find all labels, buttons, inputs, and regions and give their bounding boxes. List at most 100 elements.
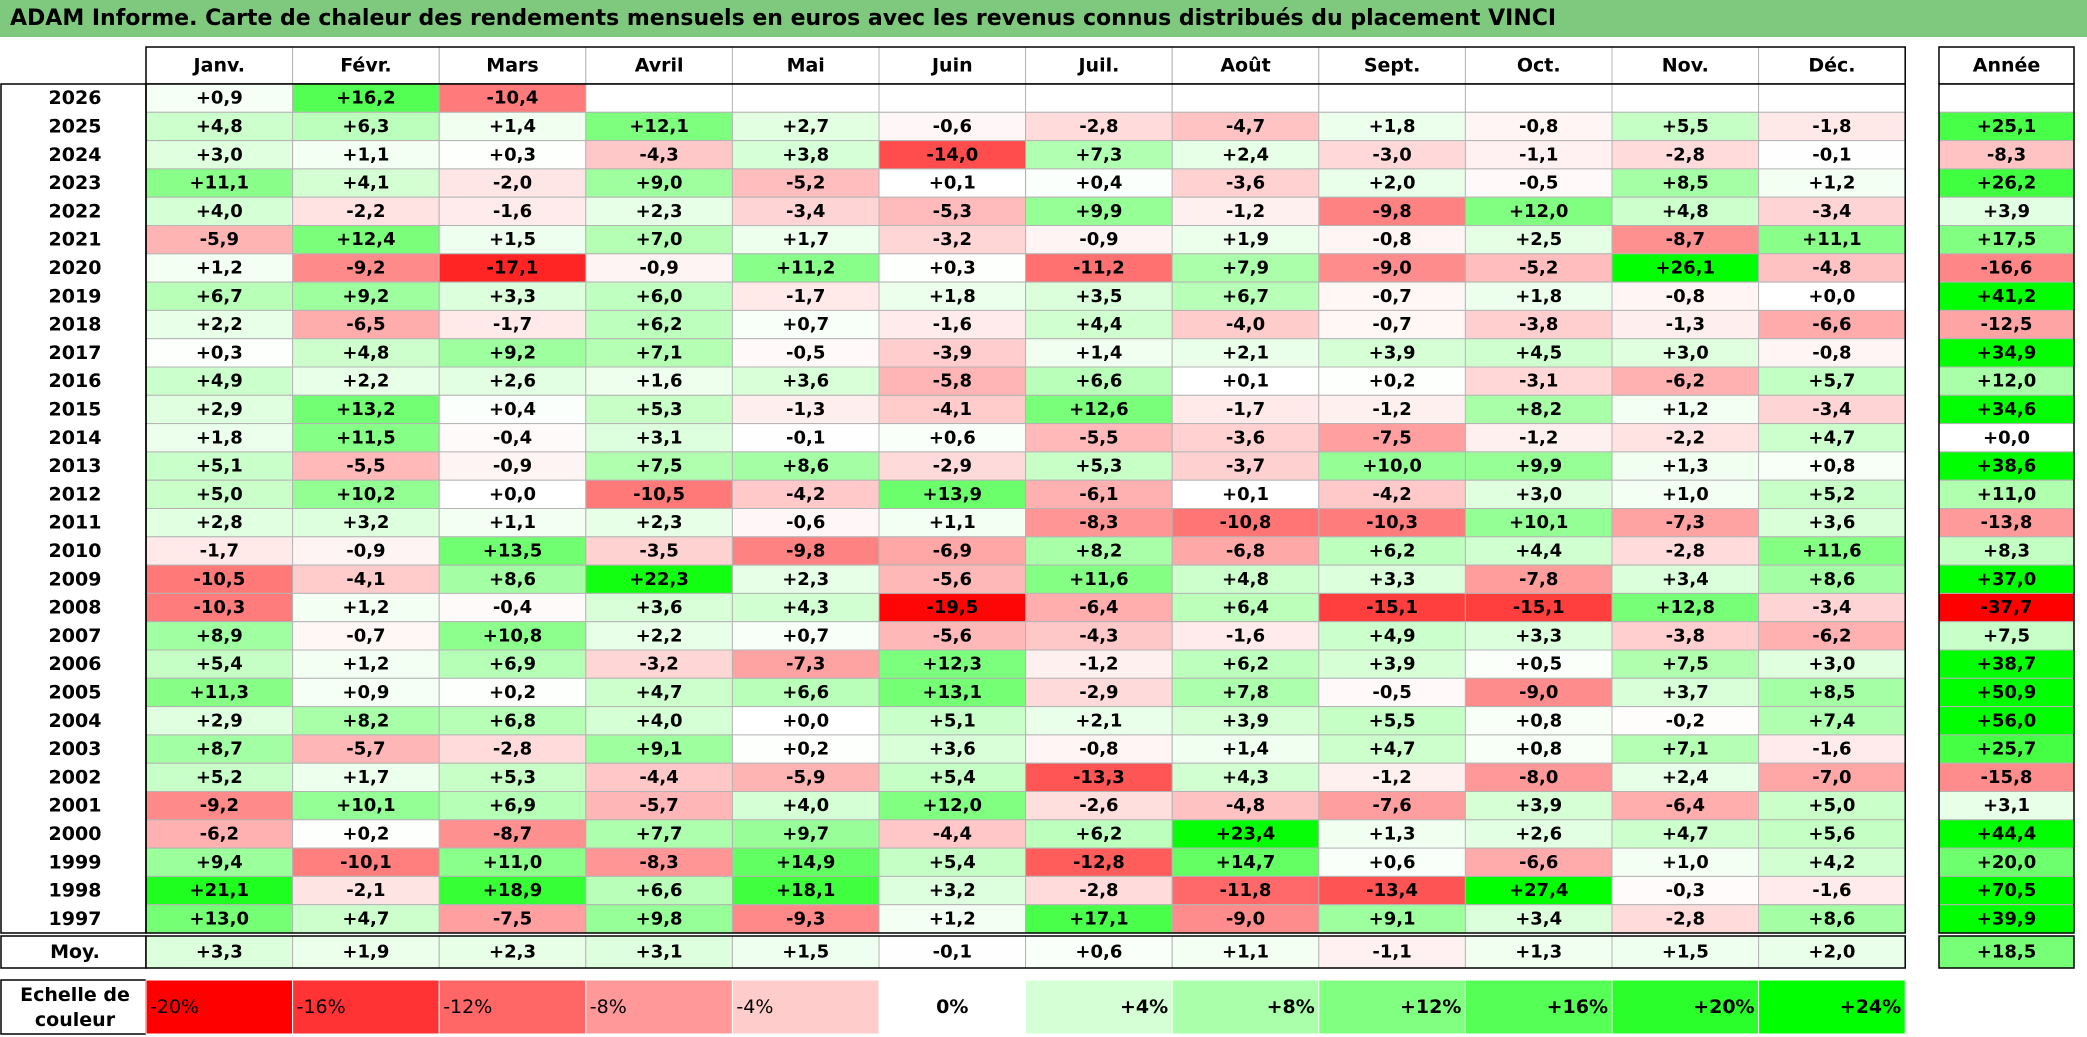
cell-value: -0,7	[1372, 286, 1411, 307]
heatmap-cell	[585, 479, 733, 510]
heatmap-cell	[1758, 875, 1906, 906]
cell-value: +13,5	[483, 540, 543, 561]
cell-value: +1,1	[342, 144, 389, 165]
month-header: Juin	[930, 55, 973, 77]
cell-value: -0,9	[1079, 229, 1118, 250]
cell-value: +23,4	[1216, 823, 1276, 844]
cell-value: +6,7	[1222, 286, 1269, 307]
cell-value: -2,8	[1666, 144, 1705, 165]
annual-value: +38,7	[1977, 654, 2037, 675]
heatmap-cell	[878, 847, 1027, 877]
heatmap-cell	[1464, 734, 1613, 764]
cell-value: +9,1	[1369, 908, 1416, 929]
cell-value: +10,1	[336, 795, 396, 816]
cell-value: -0,8	[1372, 229, 1411, 250]
heatmap-cell	[1758, 621, 1906, 651]
cell-value: +1,3	[1369, 823, 1416, 844]
heatmap-cell	[1171, 423, 1320, 453]
heatmap-cell	[1025, 423, 1173, 453]
heatmap-cell	[1171, 706, 1320, 736]
year-label: 2012	[49, 483, 102, 505]
heatmap-cell	[1318, 225, 1466, 255]
heatmap-cell	[878, 423, 1027, 453]
cell-value: +5,1	[929, 710, 976, 731]
scale-swatch	[878, 979, 1027, 1035]
heatmap-cell	[1025, 677, 1173, 708]
cell-value: +3,9	[1515, 795, 1562, 816]
heatmap-cell	[1171, 168, 1320, 198]
heatmap-cell	[1758, 83, 1906, 113]
cell-value: +13,0	[190, 908, 250, 929]
heatmap-cell	[145, 111, 294, 142]
cell-value: +3,7	[1662, 682, 1709, 703]
annual-cell	[1938, 621, 2075, 651]
cell-value: +6,6	[1075, 371, 1122, 392]
cell-value: -3,9	[933, 342, 972, 363]
cell-value: +0,2	[489, 682, 536, 703]
cell-value: +3,3	[1515, 625, 1562, 646]
cell-value: +2,9	[196, 399, 243, 420]
heatmap-cell	[438, 168, 587, 198]
heatmap-cell	[1611, 649, 1760, 679]
heatmap-cell	[438, 366, 587, 396]
heatmap-cell	[1464, 508, 1613, 538]
cell-value: -5,7	[346, 739, 385, 760]
cell-value: -3,6	[1226, 173, 1265, 194]
heatmap-cell	[585, 225, 733, 255]
annual-value: +26,2	[1977, 173, 2037, 194]
cell-value: +5,7	[1808, 371, 1855, 392]
cell-value: -2,2	[346, 201, 385, 222]
heatmap-cell	[1318, 791, 1466, 821]
cell-value: -3,8	[1519, 314, 1558, 335]
year-label: 2000	[49, 823, 102, 845]
cell-value: +16,2	[336, 88, 396, 109]
average-value: +3,3	[196, 942, 243, 963]
annual-cell	[1938, 309, 2075, 340]
annual-value: +12,0	[1977, 371, 2037, 392]
cell-value: -0,3	[1666, 880, 1705, 901]
year-label: 2014	[49, 427, 102, 449]
cell-value: +4,7	[636, 682, 683, 703]
heatmap-cell	[1171, 592, 1320, 623]
cell-value: +8,5	[1662, 173, 1709, 194]
cell-value: +0,3	[929, 257, 976, 278]
cell-value: +7,0	[636, 229, 683, 250]
cell-value: +11,5	[336, 427, 396, 448]
cell-value: +8,2	[1075, 540, 1122, 561]
cell-value: +0,2	[342, 823, 389, 844]
cell-value: +3,2	[342, 512, 389, 533]
cell-value: -15,1	[1366, 597, 1418, 618]
cell-value: -1,6	[1226, 625, 1265, 646]
heatmap-cell	[878, 111, 1027, 142]
heatmap-cell	[1025, 479, 1173, 510]
month-header: Sept.	[1364, 55, 1420, 77]
scale-swatch	[1171, 979, 1320, 1035]
cell-value: +3,6	[636, 597, 683, 618]
cell-value: -10,3	[193, 597, 245, 618]
heatmap-cell	[731, 281, 880, 311]
heatmap-cell	[1318, 83, 1466, 113]
year-label: 1999	[49, 851, 102, 873]
cell-value: -8,7	[1666, 229, 1705, 250]
heatmap-cell	[878, 451, 1027, 481]
cell-value: +10,1	[1509, 512, 1569, 533]
cell-value: +4,4	[1515, 540, 1562, 561]
cell-value: +0,5	[1515, 654, 1562, 675]
cell-value: -0,6	[786, 512, 825, 533]
cell-value: +7,1	[1662, 739, 1709, 760]
cell-value: +0,2	[1369, 371, 1416, 392]
cell-value: -7,3	[1666, 512, 1705, 533]
cell-value: +7,7	[636, 823, 683, 844]
cell-value: +21,1	[190, 880, 250, 901]
cell-value: +0,4	[1075, 173, 1122, 194]
cell-value: +0,1	[929, 173, 976, 194]
cell-value: +4,9	[196, 371, 243, 392]
cell-value: +9,8	[636, 908, 683, 929]
cell-value: +1,8	[196, 427, 243, 448]
cell-value: +7,5	[636, 456, 683, 477]
heatmap-cell	[1758, 281, 1906, 311]
cell-value: -13,3	[1073, 767, 1125, 788]
cell-value: -3,7	[1226, 456, 1265, 477]
heatmap-cell	[1464, 423, 1613, 453]
chart-title: ADAM Informe. Carte de chaleur des rende…	[0, 0, 2087, 37]
